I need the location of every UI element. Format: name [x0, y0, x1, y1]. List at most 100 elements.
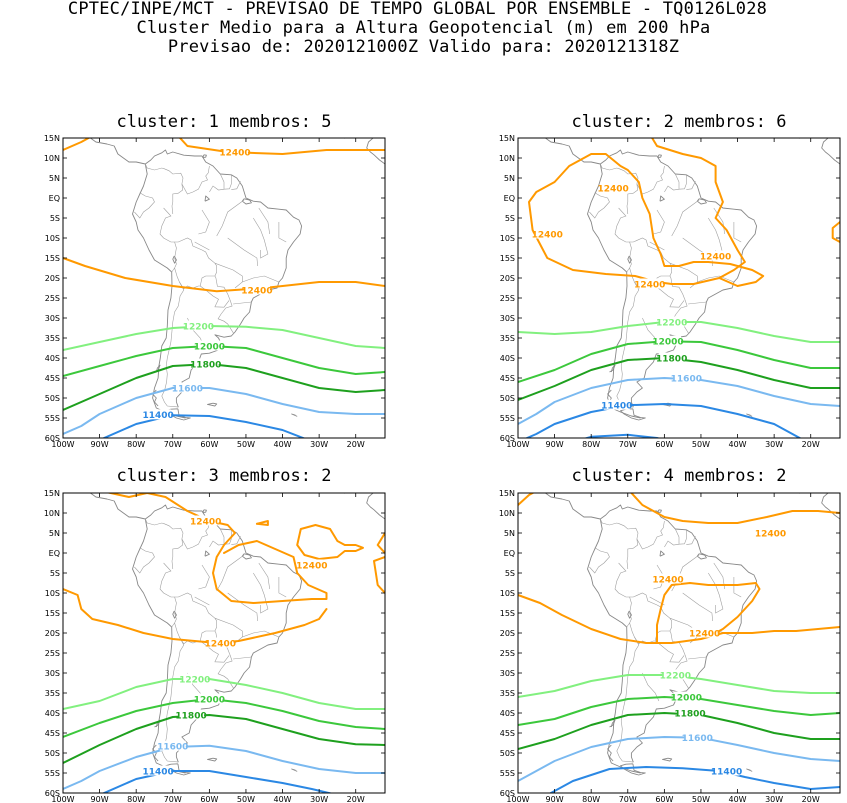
lat-tick-label: 15N — [499, 134, 515, 143]
lat-tick-label: 10S — [500, 234, 515, 243]
coastline — [609, 719, 616, 728]
contour-label-bg — [178, 709, 205, 720]
contour-11400 — [101, 414, 306, 438]
coastline — [145, 504, 303, 763]
coastline — [132, 163, 186, 419]
contour-label-bg — [192, 515, 219, 526]
lat-tick-label: 5N — [504, 529, 515, 538]
lat-tick-label: 15N — [44, 489, 60, 498]
country-border — [278, 577, 287, 598]
country-border — [713, 207, 725, 235]
contour-label-bg — [684, 732, 711, 743]
contour-label-bg — [145, 765, 172, 776]
contour-label-11600: 11600 — [172, 384, 203, 394]
contour-12400 — [376, 532, 385, 554]
coastline — [620, 763, 646, 776]
contour-label-11400: 11400 — [601, 402, 632, 412]
country-border — [733, 577, 742, 598]
contour-label-11800: 11800 — [674, 709, 705, 719]
country-border — [600, 518, 639, 570]
lon-tick-label: 70W — [164, 795, 182, 803]
lon-tick-label: 80W — [582, 795, 600, 803]
lat-tick-label: 60S — [45, 789, 60, 798]
country-border — [159, 562, 177, 628]
country-border — [614, 562, 632, 628]
country-border — [174, 237, 234, 334]
country-border — [194, 241, 210, 251]
contour-label-bg — [662, 669, 689, 680]
country-border — [688, 301, 707, 305]
lat-tick-label: 15S — [45, 609, 60, 618]
lon-tick-label: 70W — [619, 795, 637, 803]
contour-11400 — [101, 770, 334, 793]
country-border — [161, 281, 185, 408]
coastline — [132, 518, 186, 774]
contour-label-bg — [655, 573, 682, 584]
contour-label-12400: 12400 — [532, 230, 563, 240]
country-border — [686, 536, 696, 545]
country-border — [234, 630, 280, 644]
country-border — [223, 529, 232, 545]
lat-tick-label: 55S — [45, 414, 60, 423]
map-frame — [62, 492, 386, 794]
header-line-2: Cluster Medio para a Altura Geopotencial… — [136, 18, 711, 38]
contour-label-12400: 12400 — [700, 252, 731, 262]
contour-label-12200: 12200 — [179, 675, 210, 685]
country-border — [589, 192, 610, 219]
map-frame — [517, 492, 841, 794]
country-border — [686, 181, 696, 190]
contour-11600 — [518, 377, 840, 425]
country-border — [231, 536, 241, 545]
contour-label-bg — [192, 358, 219, 369]
contour-label-bg — [181, 673, 208, 684]
coastline — [587, 518, 641, 774]
contour-label-12200: 12200 — [183, 322, 214, 332]
lat-tick-label: 50S — [45, 749, 60, 758]
lat-tick-label: 15N — [499, 489, 515, 498]
map-frame — [62, 137, 386, 439]
country-border — [209, 173, 225, 193]
contour-label-12400: 12400 — [241, 286, 272, 296]
lat-tick-label: 35S — [500, 334, 515, 343]
country-border — [214, 617, 243, 637]
country-border — [227, 237, 258, 267]
country-border — [664, 173, 680, 193]
coastline — [798, 493, 801, 494]
lon-tick-label: 30W — [310, 440, 328, 449]
panel-3-title: cluster: 3 membros: 2 — [116, 466, 332, 486]
lat-tick-label: 20S — [45, 274, 60, 283]
contour-11400 — [524, 403, 802, 438]
lat-tick-label: 25S — [45, 294, 60, 303]
lon-tick-label: 100W — [51, 440, 74, 449]
country-border — [258, 207, 270, 235]
coastline — [620, 408, 646, 421]
country-border — [629, 237, 689, 334]
contour-label-bg — [636, 278, 663, 289]
contour-12000 — [518, 340, 840, 383]
contour-label-bg — [655, 335, 682, 346]
country-border — [733, 222, 742, 243]
lon-tick-label: 30W — [765, 440, 783, 449]
contour-label-11400: 11400 — [711, 767, 742, 777]
country-border — [616, 636, 640, 763]
country-border — [278, 222, 287, 243]
lon-tick-label: 60W — [200, 440, 218, 449]
country-border — [181, 520, 210, 550]
contour-label-11400: 11400 — [142, 767, 173, 777]
lon-tick-label: 50W — [692, 440, 710, 449]
lon-tick-label: 70W — [619, 440, 637, 449]
panel-1-title: cluster: 1 membros: 5 — [116, 112, 332, 132]
coastline — [204, 195, 210, 202]
panel-2-title: cluster: 2 membros: 6 — [571, 112, 787, 132]
contour-label-bg — [145, 409, 172, 420]
lon-tick-label: 40W — [728, 795, 746, 803]
lat-tick-label: 5N — [49, 529, 60, 538]
lon-tick-label: 100W — [506, 795, 529, 803]
map-content: 12400 12400 12200 12000 11800 11600 11400 — [63, 138, 385, 438]
lon-tick-label: 40W — [728, 440, 746, 449]
country-border — [159, 207, 177, 273]
lat-tick-label: 45S — [45, 374, 60, 383]
coastline — [662, 757, 673, 762]
contour-label-12000: 12000 — [194, 342, 225, 352]
lon-tick-label: 100W — [506, 440, 529, 449]
